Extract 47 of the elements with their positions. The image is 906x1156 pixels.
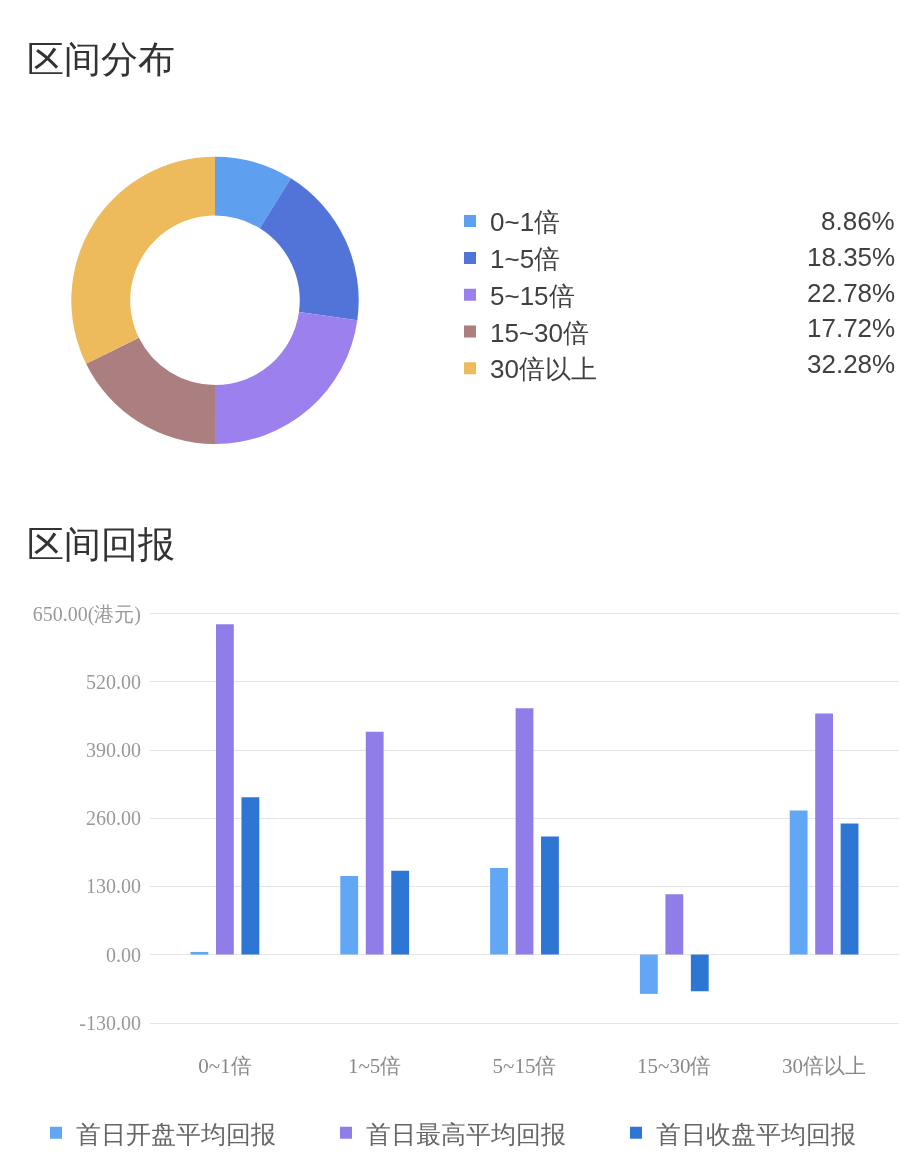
- data-label: 8.86%: [821, 206, 895, 236]
- data-label: 32.28%: [807, 349, 896, 379]
- legend-label: 5~15倍: [490, 280, 575, 311]
- donut-slice: [259, 178, 359, 321]
- bar: [340, 875, 359, 955]
- bar: [541, 836, 559, 955]
- legend-label: 0~1倍: [490, 207, 561, 238]
- bar: [391, 870, 410, 955]
- bar: [639, 954, 658, 994]
- chart-title: 区间回报: [27, 524, 175, 565]
- y-tick-label: 130.00: [86, 875, 141, 898]
- y-tick-label: 0.00: [106, 943, 141, 966]
- x-tick-label: 15~30倍: [637, 1053, 712, 1078]
- legend-label: 首日收盘平均回报: [656, 1119, 856, 1148]
- x-tick-label: 0~1倍: [198, 1053, 252, 1078]
- y-tick-label: 650.00(港元): [32, 602, 141, 626]
- legend-label: 1~5倍: [490, 244, 561, 275]
- bar: [365, 731, 384, 955]
- donut-slice: [215, 156, 291, 229]
- x-tick-label: 1~5倍: [348, 1053, 402, 1078]
- donut-slice: [215, 312, 358, 445]
- legend-label: 首日开盘平均回报: [76, 1119, 276, 1148]
- legend-label: 30倍以上: [490, 354, 597, 385]
- y-tick-label: 260.00: [86, 807, 141, 830]
- legend-label: 15~30倍: [490, 317, 590, 348]
- bar: [840, 823, 859, 955]
- bar: [665, 894, 684, 955]
- chart-title: 区间分布: [27, 39, 175, 80]
- legend-label: 首日最高平均回报: [366, 1119, 566, 1148]
- y-tick-label: -130.00: [79, 1011, 141, 1034]
- data-label: 22.78%: [807, 278, 896, 308]
- bar: [515, 708, 534, 955]
- data-label: 17.72%: [807, 313, 896, 343]
- x-tick-label: 30倍以上: [782, 1053, 867, 1078]
- x-tick-label: 5~15倍: [492, 1053, 557, 1078]
- bar: [690, 954, 709, 992]
- bar: [490, 868, 508, 955]
- bar: [190, 951, 209, 955]
- data-label: 18.35%: [807, 242, 896, 272]
- bar: [789, 810, 808, 955]
- donut-slice: [71, 156, 215, 364]
- bar: [215, 624, 234, 955]
- bar: [815, 713, 834, 955]
- y-tick-label: 520.00: [86, 670, 141, 693]
- y-tick-label: 390.00: [86, 739, 141, 762]
- bar: [241, 797, 260, 955]
- donut-slice: [86, 337, 216, 445]
